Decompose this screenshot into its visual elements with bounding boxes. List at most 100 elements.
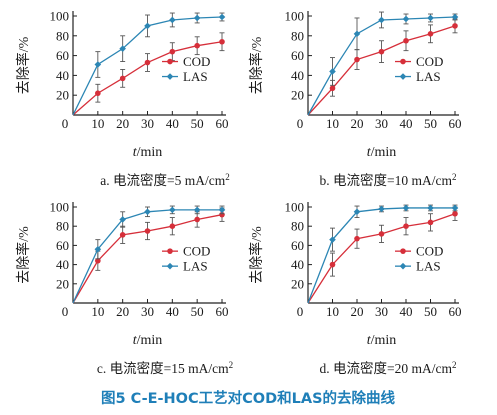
x-tick-label: 0 — [62, 116, 69, 131]
x-axis-label: t/min — [367, 145, 397, 160]
x-tick-label: 60 — [449, 116, 462, 131]
y-tick-label: 40 — [291, 257, 304, 272]
data-point-cod — [95, 90, 101, 97]
legend-label-las: LAS — [183, 259, 208, 274]
legend-label-las: LAS — [183, 69, 208, 84]
x-tick-label: 50 — [191, 116, 204, 131]
data-point-cod — [427, 31, 434, 37]
data-point-las — [378, 16, 385, 24]
data-point-cod — [144, 59, 151, 66]
y-tick-label: 40 — [291, 68, 304, 83]
data-point-cod — [452, 23, 458, 29]
legend-marker-cod — [167, 248, 173, 254]
data-point-las — [427, 204, 434, 212]
legend-label-cod: COD — [416, 244, 443, 259]
data-point-cod — [194, 216, 200, 223]
y-axis-label: 去除率/% — [248, 36, 265, 94]
data-point-las — [144, 208, 151, 216]
x-tick-label: 40 — [400, 116, 413, 131]
data-point-las — [451, 204, 459, 212]
legend-marker-cod — [167, 58, 173, 65]
x-tick-label: 20 — [351, 304, 364, 319]
y-tick-label: 100 — [285, 9, 305, 24]
data-point-las — [329, 68, 336, 75]
data-point-cod — [354, 235, 360, 242]
legend-label-las: LAS — [416, 69, 441, 84]
data-point-las — [427, 14, 434, 22]
x-tick-label: 20 — [351, 116, 364, 131]
x-axis-label: t/min — [133, 145, 163, 160]
data-point-las — [402, 15, 410, 23]
data-point-las — [451, 13, 459, 21]
x-tick-label: 10 — [91, 304, 104, 319]
x-tick-label: 50 — [424, 116, 437, 131]
data-point-las — [402, 204, 410, 212]
figure-title: 图5 C-E-HOC工艺对COD和LAS的去除曲线 — [101, 389, 396, 407]
data-point-cod — [194, 42, 200, 49]
data-point-cod — [354, 56, 360, 63]
caption-b: b. 电流密度=10 mA/cm2 — [320, 172, 457, 188]
legend-marker-cod — [400, 248, 406, 254]
y-tick-label: 20 — [56, 88, 69, 103]
data-point-cod — [427, 219, 434, 226]
y-tick-label: 60 — [56, 48, 69, 63]
data-point-las — [218, 206, 226, 214]
data-point-las — [218, 13, 226, 21]
x-axis-label: t/min — [133, 333, 163, 348]
x-tick-label: 60 — [216, 304, 229, 319]
y-tick-label: 20 — [291, 88, 304, 103]
data-point-las — [94, 245, 102, 253]
y-tick-label: 40 — [56, 257, 69, 272]
caption-d: d. 电流密度=20 mA/cm2 — [320, 360, 457, 376]
data-point-cod — [452, 210, 458, 217]
chart-panel-a: 20 40 60 80 100 0 10 20 30 40 50 60 去除率/% t/min CODLAS… — [15, 9, 230, 189]
x-tick-label: 0 — [297, 116, 304, 131]
x-tick-label: 20 — [116, 304, 129, 319]
data-point-las — [353, 30, 361, 38]
data-point-las — [193, 14, 201, 22]
data-point-las — [119, 45, 126, 52]
data-point-cod — [95, 257, 101, 264]
y-tick-label: 60 — [56, 238, 69, 253]
data-point-cod — [169, 223, 176, 229]
legend-marker-las — [166, 73, 174, 80]
x-tick-label: 30 — [375, 304, 388, 319]
x-tick-label: 10 — [326, 116, 339, 131]
data-point-cod — [403, 37, 409, 44]
data-point-las — [169, 206, 176, 214]
y-tick-label: 100 — [285, 200, 305, 215]
y-tick-label: 100 — [50, 200, 70, 215]
y-tick-label: 20 — [56, 276, 69, 291]
data-point-cod — [403, 223, 409, 229]
x-tick-label: 50 — [191, 304, 204, 319]
legend-label-cod: COD — [183, 54, 210, 69]
y-tick-label: 20 — [291, 276, 304, 291]
x-tick-label: 60 — [216, 116, 229, 131]
x-tick-label: 40 — [400, 304, 413, 319]
legend-label-las: LAS — [416, 259, 441, 274]
data-point-cod — [169, 48, 176, 55]
caption-a: a. 电流密度=5 mA/cm2 — [100, 172, 229, 188]
legend-marker-cod — [400, 58, 406, 65]
data-point-cod — [219, 38, 225, 45]
x-tick-label: 30 — [141, 116, 154, 131]
y-tick-label: 100 — [50, 9, 70, 24]
x-tick-label: 50 — [424, 304, 437, 319]
y-tick-label: 80 — [291, 28, 304, 43]
x-axis-label: t/min — [367, 333, 397, 348]
data-point-cod — [119, 232, 126, 238]
y-tick-label: 60 — [291, 48, 304, 63]
data-point-cod — [329, 261, 336, 268]
y-tick-label: 80 — [291, 219, 304, 234]
y-axis-label: 去除率/% — [248, 226, 265, 284]
data-point-las — [169, 16, 176, 24]
x-tick-label: 60 — [449, 304, 462, 319]
y-axis-label: 去除率/% — [15, 226, 32, 284]
data-point-las — [353, 208, 361, 216]
y-tick-label: 80 — [56, 28, 69, 43]
y-tick-label: 40 — [56, 68, 69, 83]
data-point-las — [378, 205, 385, 213]
x-tick-label: 30 — [375, 116, 388, 131]
data-point-cod — [119, 75, 126, 82]
